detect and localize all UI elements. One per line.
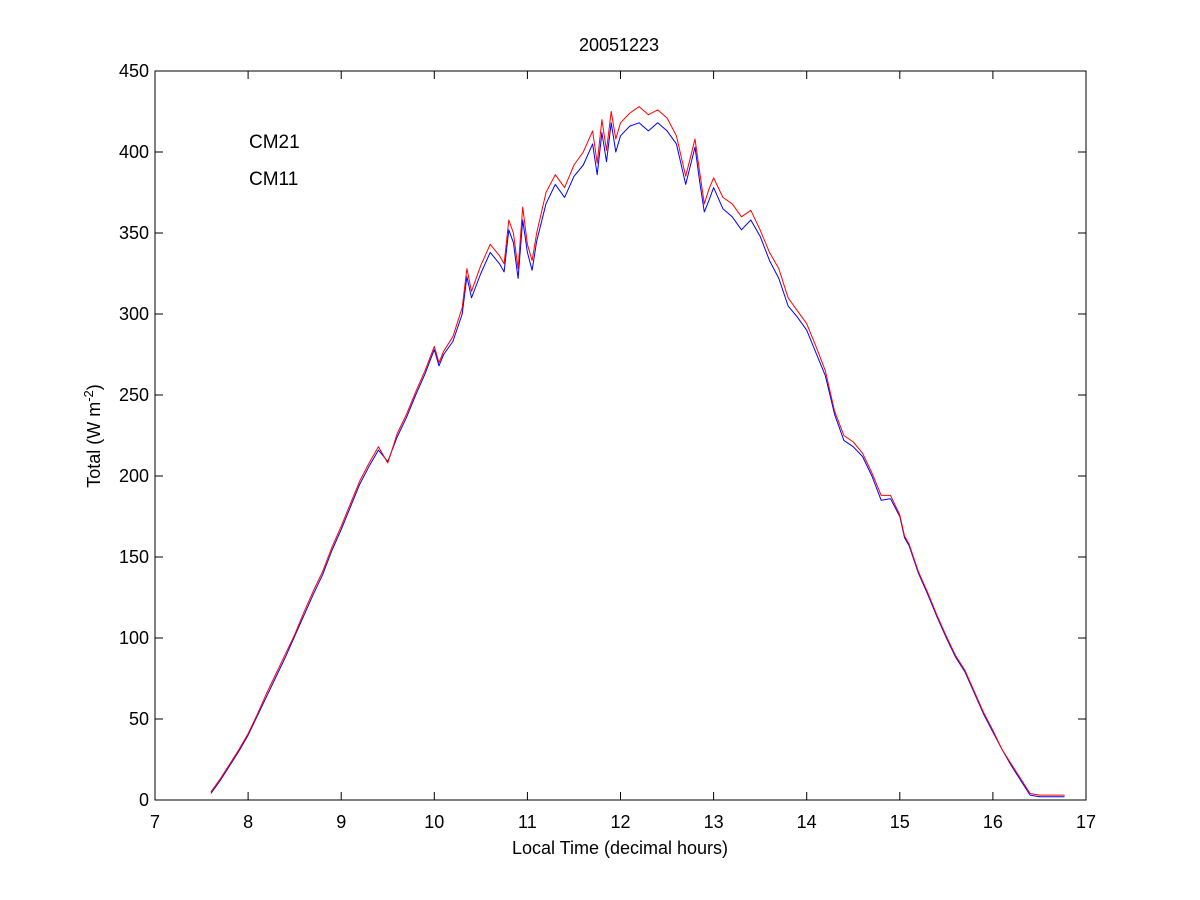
x-tick-label: 10 xyxy=(424,812,444,832)
x-tick-label: 15 xyxy=(890,812,910,832)
x-tick-label: 14 xyxy=(797,812,817,832)
x-tick-label: 12 xyxy=(610,812,630,832)
x-tick-label: 13 xyxy=(704,812,724,832)
x-tick-label: 9 xyxy=(336,812,346,832)
series-layer xyxy=(210,106,1065,798)
y-axis-label-close: ) xyxy=(84,384,104,390)
legend: CM21 CM11 xyxy=(249,132,300,190)
x-tick-label: 8 xyxy=(243,812,253,832)
y-tick-label: 400 xyxy=(119,142,149,162)
y-tick-label: 450 xyxy=(119,61,149,81)
y-tick-label: 150 xyxy=(119,547,149,567)
y-axis-label: Total (W m-2) xyxy=(81,384,104,488)
x-tick-label: 16 xyxy=(983,812,1003,832)
y-tick-label: 300 xyxy=(119,304,149,324)
series-line-cm21 xyxy=(210,122,1065,798)
y-ticks: 0 50 100 150 200 250 300 350 400 450 xyxy=(119,61,1086,810)
y-tick-label: 250 xyxy=(119,385,149,405)
x-ticks: 7 8 9 10 11 12 13 14 15 16 17 xyxy=(150,71,1096,832)
plot-frame xyxy=(154,70,1087,801)
y-tick-label: 0 xyxy=(139,790,149,810)
series-line-cm11 xyxy=(210,106,1065,796)
x-tick-label: 11 xyxy=(518,812,537,832)
y-tick-label: 350 xyxy=(119,223,149,243)
legend-entry-cm11: CM11 xyxy=(249,169,298,190)
x-tick-label: 17 xyxy=(1076,812,1096,832)
y-axis-label-main: Total (W m xyxy=(84,402,104,488)
axes: 7 8 9 10 11 12 13 14 15 16 17 0 50 100 150 200 250 300 35… xyxy=(119,61,1096,832)
legend-entry-cm21: CM21 xyxy=(249,132,300,153)
y-axis-label-superscript: -2 xyxy=(81,390,96,402)
y-tick-label: 100 xyxy=(119,628,149,648)
x-tick-label: 7 xyxy=(150,812,160,832)
y-tick-label: 200 xyxy=(119,466,149,486)
chart-title: 20051223 xyxy=(579,35,659,55)
x-axis-label: Local Time (decimal hours) xyxy=(512,838,728,858)
y-tick-label: 50 xyxy=(129,709,149,729)
